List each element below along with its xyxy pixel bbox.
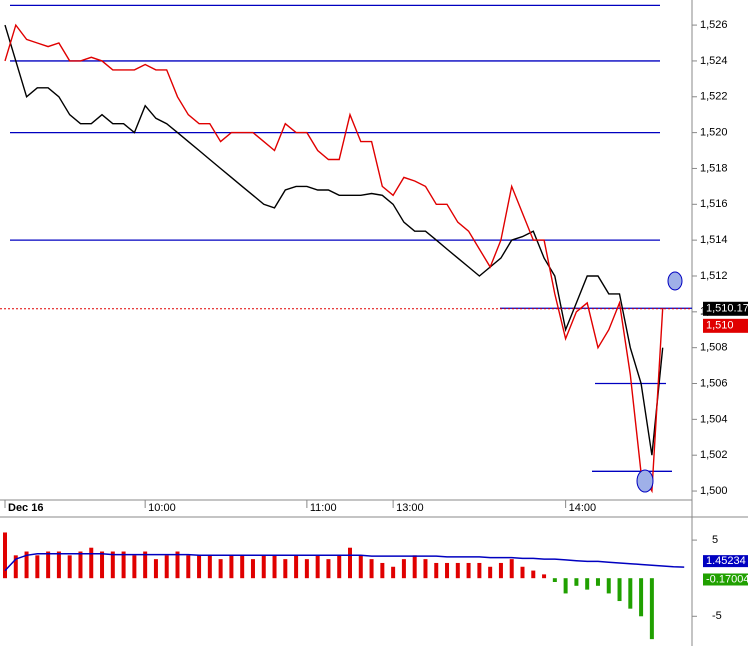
bar xyxy=(552,578,557,582)
bar xyxy=(498,562,503,579)
y-tick-label: 1,520 xyxy=(700,127,728,139)
bar xyxy=(358,555,363,579)
bar xyxy=(423,559,428,579)
bar xyxy=(488,566,493,579)
bar xyxy=(3,532,7,579)
bar xyxy=(121,551,126,579)
bar xyxy=(585,578,590,590)
bar xyxy=(197,555,202,579)
bar xyxy=(531,570,536,579)
bar xyxy=(509,559,514,579)
bar xyxy=(283,559,288,579)
bar xyxy=(186,555,191,579)
y-tick-label: 1,508 xyxy=(700,342,728,354)
value-tag-label: -0.17004 xyxy=(706,573,748,585)
bar xyxy=(380,562,385,579)
price-panel: 1,500 1,502 1,504 1,506 1,508 1,510 1,512 1,514… xyxy=(0,4,748,514)
bar xyxy=(348,547,352,579)
bar xyxy=(261,555,266,579)
bar xyxy=(412,555,417,579)
price-tag xyxy=(703,301,748,316)
series-line xyxy=(4,24,664,456)
bar xyxy=(100,551,105,579)
price-tag-label: 1,510 xyxy=(706,320,734,332)
bar xyxy=(326,559,331,579)
bar xyxy=(240,555,245,579)
bar xyxy=(35,555,40,579)
bar xyxy=(606,578,611,594)
price-tag xyxy=(703,318,748,333)
y-tick-label: 1,504 xyxy=(700,413,728,425)
signal-line xyxy=(4,553,685,572)
bar xyxy=(391,566,396,579)
bar xyxy=(337,555,342,579)
bar xyxy=(434,562,439,579)
series-line xyxy=(4,23,664,494)
y-tick-label: -5 xyxy=(712,610,722,622)
bar xyxy=(466,562,471,579)
y-tick-label: 5 xyxy=(712,534,718,546)
y-tick-label: 1,512 xyxy=(700,270,728,282)
y-tick-label: 1,518 xyxy=(700,162,728,174)
bar xyxy=(369,559,374,579)
bar xyxy=(175,551,180,579)
indicator-panel: 5 -5 1.45234 -0.17004 xyxy=(3,532,748,640)
bar xyxy=(46,551,51,579)
y-tick-label: 1,524 xyxy=(700,55,728,67)
bar xyxy=(250,559,255,579)
bar xyxy=(542,574,547,579)
y-tick-label: 1,526 xyxy=(700,19,728,31)
y-tick-label: 1,514 xyxy=(700,234,728,246)
bar xyxy=(477,562,482,579)
price-tag-label: 1,510.17 xyxy=(706,303,748,315)
x-tick-label: Dec 16 xyxy=(8,502,43,514)
bar xyxy=(520,566,525,579)
y-tick-label: 1,516 xyxy=(700,198,728,210)
marker xyxy=(667,271,683,291)
bar xyxy=(401,559,406,579)
bar xyxy=(304,559,309,579)
bar xyxy=(595,578,600,586)
x-tick-label: 14:00 xyxy=(569,502,597,514)
bar xyxy=(315,555,320,579)
bar xyxy=(78,551,83,579)
value-tag xyxy=(703,555,748,568)
x-tick-label: 11:00 xyxy=(310,502,337,514)
bar xyxy=(143,551,148,579)
bar xyxy=(13,555,18,579)
bar xyxy=(639,578,644,617)
bar xyxy=(455,562,460,579)
bar xyxy=(218,559,223,579)
y-tick-label: 1,502 xyxy=(700,449,728,461)
bar xyxy=(628,578,633,609)
bar xyxy=(294,555,299,579)
bar xyxy=(110,551,115,579)
bar xyxy=(207,555,212,579)
bar xyxy=(132,555,137,579)
bar xyxy=(649,578,654,640)
bar xyxy=(67,555,72,579)
bar xyxy=(56,551,61,579)
value-tag xyxy=(703,573,748,586)
bar xyxy=(563,578,568,594)
x-tick-label: 13:00 xyxy=(396,502,424,514)
bar xyxy=(617,578,622,602)
marker xyxy=(636,469,654,493)
bar xyxy=(164,555,169,579)
bar xyxy=(24,551,29,579)
value-tag-label: 1.45234 xyxy=(706,555,746,567)
bar xyxy=(89,547,94,579)
bar xyxy=(445,562,450,579)
x-tick-label: 10:00 xyxy=(148,502,176,514)
bar xyxy=(229,555,234,579)
y-tick-label: 1,500 xyxy=(700,485,728,497)
bar xyxy=(153,559,158,579)
y-tick-label: 1,506 xyxy=(700,377,728,389)
bar xyxy=(574,578,579,586)
bar xyxy=(272,555,277,579)
y-tick-label: 1,522 xyxy=(700,91,728,103)
